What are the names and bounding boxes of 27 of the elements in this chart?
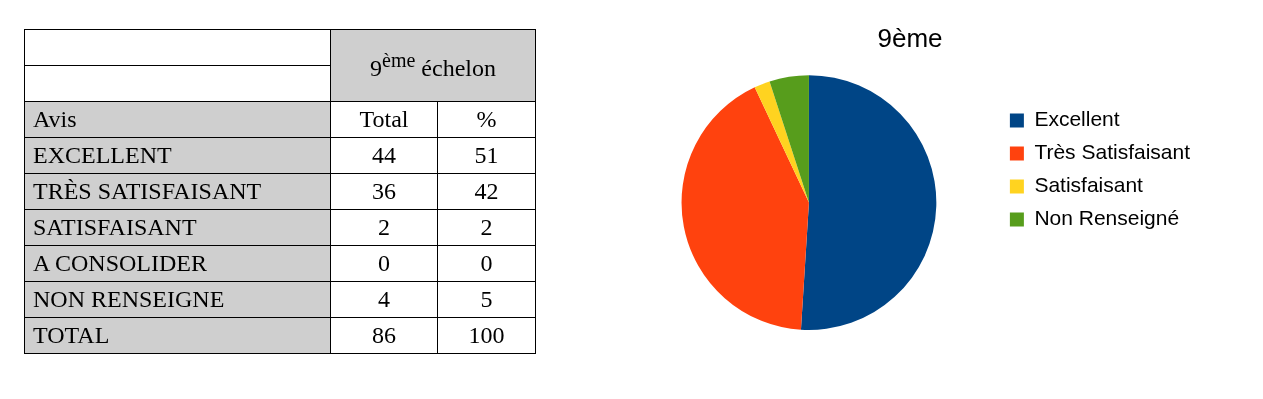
data-label: 4 — [330, 281, 438, 318]
legend-label: Excellent — [1034, 107, 1120, 131]
y-tick-label: TOTAL — [24, 317, 331, 354]
y-tick-label: TRÈS SATISFAISANT — [24, 173, 331, 210]
chart-title: 9ème — [877, 22, 943, 53]
legend-label: Satisfaisant — [1034, 173, 1144, 197]
data-label: 0 — [437, 245, 536, 282]
x-tick-label: Total — [330, 101, 438, 138]
data-label: 0 — [330, 245, 438, 282]
y-tick-label: NON RENSEIGNE — [24, 281, 331, 318]
y-tick-label: A CONSOLIDER — [24, 245, 331, 282]
data-label: 2 — [437, 209, 536, 246]
y-tick-label: EXCELLENT — [24, 137, 331, 174]
data-label: 5 — [437, 281, 536, 318]
data-label: 42 — [437, 173, 536, 210]
data-label: 86 — [330, 317, 438, 354]
y-tick-label: SATISFAISANT — [24, 209, 331, 246]
x-tick-label: % — [437, 101, 536, 138]
y-axis-title: Avis — [24, 101, 331, 138]
legend-label: Non Renseigné — [1034, 206, 1180, 230]
chart-title: 9$^{ème}$ échelon — [330, 29, 536, 102]
data-label: 2 — [330, 209, 438, 246]
data-label: 44 — [330, 137, 438, 174]
data-label: 36 — [330, 173, 438, 210]
data-label: 100 — [437, 317, 536, 354]
data-label: 51 — [437, 137, 536, 174]
legend-label: Très Satisfaisant — [1034, 140, 1191, 164]
